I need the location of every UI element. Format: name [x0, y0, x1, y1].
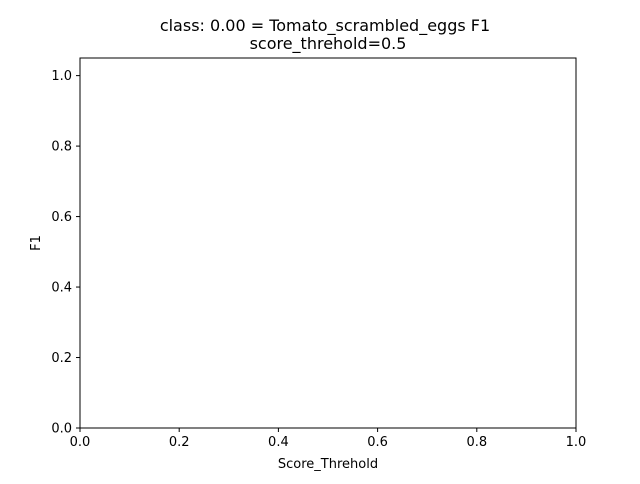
y-tick-label: 0.6	[51, 210, 72, 225]
x-tick-label: 0.4	[268, 435, 289, 450]
y-tick-label: 0.0	[51, 422, 72, 437]
x-tick-label: 0.2	[169, 435, 190, 450]
x-tick-label: 0.8	[466, 435, 487, 450]
y-axis-label: F1	[29, 235, 44, 251]
y-tick-label: 0.8	[51, 140, 72, 155]
chart-title: class: 0.00 = Tomato_scrambled_eggs F1	[160, 16, 490, 36]
x-tick-label: 0.0	[70, 435, 91, 450]
x-axis-label: Score_Threhold	[278, 457, 378, 472]
y-tick-label: 1.0	[51, 69, 72, 84]
plot-area	[79, 57, 577, 429]
y-tick-label: 0.4	[51, 281, 72, 296]
y-tick-label: 0.2	[51, 351, 72, 366]
chart-subtitle: score_threhold=0.5	[250, 34, 407, 54]
plot-frame	[79, 57, 577, 429]
x-tick-label: 1.0	[566, 435, 587, 450]
x-axis-ticks: 0.0 0.2 0.4 0.6 0.8 1.0	[70, 428, 587, 450]
x-tick-label: 0.6	[367, 435, 388, 450]
plot-background	[80, 58, 576, 428]
y-axis-ticks: 0.0 0.2 0.4 0.6 0.8 1.0	[51, 69, 80, 437]
